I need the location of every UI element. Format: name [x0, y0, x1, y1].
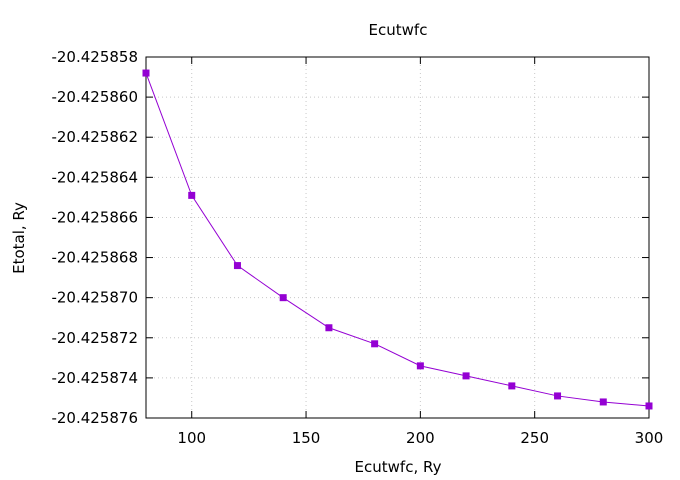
chart-title: Ecutwfc: [369, 21, 428, 39]
axis-ticks: [146, 56, 650, 419]
series-line: [145, 72, 650, 407]
x-tick-label: 200: [406, 429, 435, 447]
y-tick-label: -20.425858: [51, 48, 138, 66]
y-tick-label: -20.425862: [51, 128, 138, 146]
x-axis-label: Ecutwfc, Ry: [355, 458, 442, 476]
grid-lines: [146, 57, 649, 418]
data-point: [599, 398, 607, 406]
y-tick-label: -20.425876: [51, 409, 138, 427]
series-layer: [142, 69, 653, 410]
x-tick-label: 300: [635, 429, 664, 447]
x-tick-label: 250: [520, 429, 549, 447]
data-point: [508, 382, 516, 390]
data-point: [188, 191, 196, 199]
y-axis-label: Etotal, Ry: [10, 202, 28, 274]
x-tick-labels: 100 150 200 250 300: [177, 429, 663, 447]
data-point: [645, 402, 653, 410]
data-point: [233, 262, 241, 270]
data-point: [371, 340, 379, 348]
x-tick-label: 100: [177, 429, 206, 447]
y-tick-label: -20.425864: [51, 168, 138, 186]
y-tick-labels: -20.425858 -20.425860 -20.425862 -20.425864…: [51, 48, 138, 427]
data-point: [279, 294, 287, 302]
plot-frame: [145, 56, 650, 419]
data-point: [462, 372, 470, 380]
y-tick-label: -20.425872: [51, 329, 138, 347]
x-tick-label: 150: [292, 429, 321, 447]
y-tick-label: -20.425868: [51, 249, 138, 267]
y-tick-label: -20.425866: [51, 208, 138, 226]
data-point: [325, 324, 333, 332]
data-point: [416, 362, 424, 370]
data-point: [554, 392, 562, 400]
y-tick-label: -20.425870: [51, 289, 138, 307]
data-point: [142, 69, 150, 77]
y-tick-label: -20.425874: [51, 369, 138, 387]
y-tick-label: -20.425860: [51, 88, 138, 106]
